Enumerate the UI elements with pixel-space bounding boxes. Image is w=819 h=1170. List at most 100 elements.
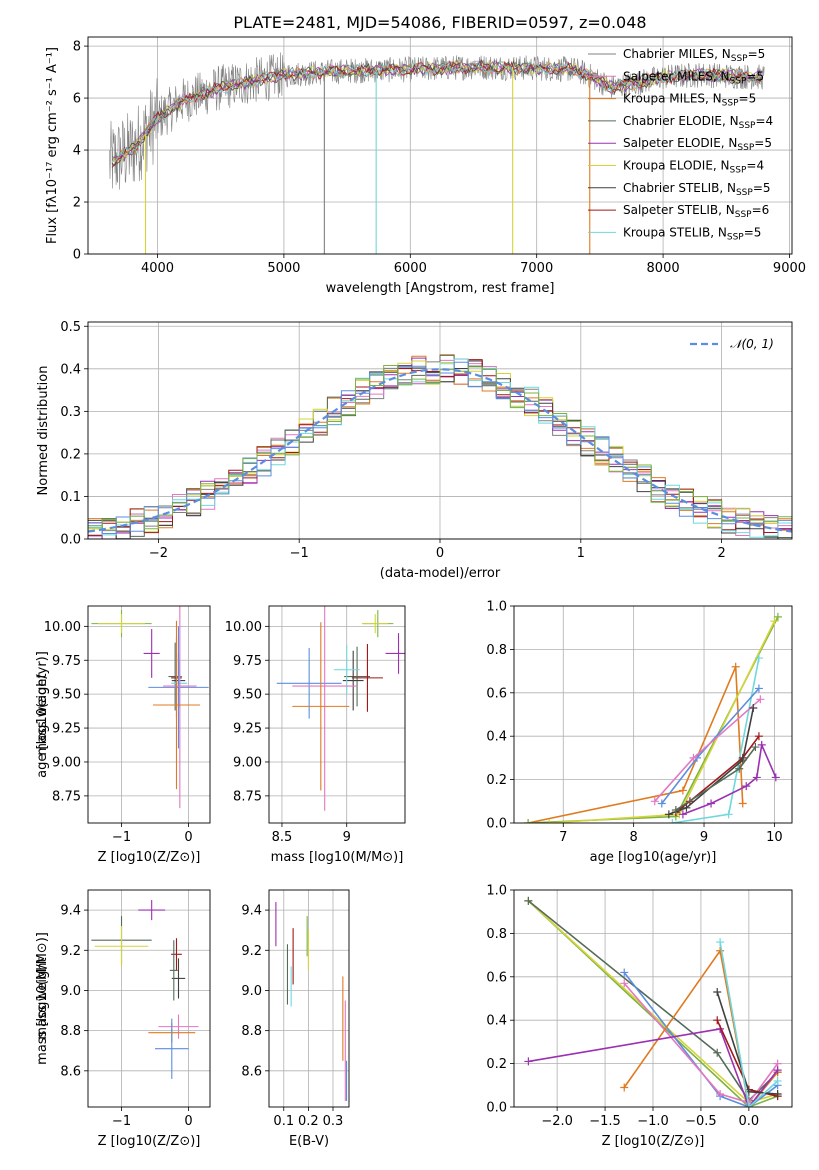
panel-spectrum: 4000 5000 6000 7000 8000 9000 0 2 4 6 8 wavelength … (45, 36, 806, 296)
series-marker (773, 1076, 782, 1085)
series-line (719, 941, 779, 1107)
errorbar-point (362, 614, 389, 634)
ytick-label: 0.2 (486, 1057, 507, 1072)
ytick-label: 0.0 (60, 533, 81, 548)
series-marker (756, 695, 765, 704)
ytick-label: 9.4 (241, 904, 262, 919)
series-marker (770, 617, 779, 626)
ytick-label: 0.1 (60, 490, 81, 505)
series-marker (524, 819, 533, 823)
ytick-label: 0.4 (486, 730, 507, 745)
axes-frame (513, 889, 793, 1108)
ytick-label: 9.50 (52, 688, 81, 703)
series-line (675, 735, 760, 813)
xlabel-mass_vs_ebv: E(B-V) (289, 1134, 329, 1149)
legend-label: Chabrier STELIB, NSSP=5 (623, 181, 771, 198)
legend-label: Salpeter STELIB, NSSP=6 (623, 203, 769, 220)
errorbar-point (163, 606, 197, 809)
panel-weight_vs_age: 7 8 9 10 0.0 0.2 0.4 0.6 0.8 1.0 age [log10(age/yr… (35, 600, 793, 865)
ytick-label: 2 (73, 196, 81, 211)
legend-label: Kroupa MILES, NSSP=5 (623, 92, 756, 109)
errorbar-point (158, 1014, 199, 1039)
legend-label: Kroupa ELODIE, NSSP=4 (623, 159, 764, 176)
plot-area-mass_vs_Z (91, 900, 199, 1079)
grid-weight_vs_age (514, 605, 792, 824)
legend-label: 𝒩(0, 1) (730, 337, 774, 351)
ytick-label: 8.8 (241, 1024, 262, 1039)
series-marker (678, 810, 687, 819)
xtick-label: 9 (700, 830, 708, 845)
axes-frame (87, 321, 793, 540)
xtick-label: 0 (184, 1114, 192, 1129)
series-marker (744, 1103, 753, 1107)
ytick-label: 9.0 (241, 984, 262, 999)
ytick-label: 9.25 (233, 722, 262, 737)
axes-frame (513, 605, 793, 824)
ytick-label: 1.0 (486, 884, 507, 899)
ytick-label: 0.0 (486, 1101, 507, 1116)
ytick-label: 0.2 (486, 773, 507, 788)
xtick-label: −2.0 (541, 1114, 573, 1129)
ytick-label: 4 (73, 144, 81, 159)
xtick-label: 9000 (773, 261, 806, 276)
legend-label: Salpeter MILES, NSSP=5 (623, 69, 764, 86)
ytick-label: 9.25 (52, 722, 81, 737)
series-marker (713, 1048, 722, 1057)
series-marker (771, 773, 780, 782)
xlabel-mass_vs_Z: Z [log10(Z/Z⊙)] (98, 1134, 201, 1149)
ytick-label: 8.6 (241, 1064, 262, 1079)
ytick-label: 0.8 (486, 643, 507, 658)
errorbar-point (171, 658, 188, 708)
panel-mass_vs_Z: −1 0 8.6 8.8 9.0 9.2 9.4 Z [log10(Z/Z⊙)] mass [l… (35, 889, 211, 1149)
xtick-label: 0.0 (739, 1114, 760, 1129)
xtick-label: 9 (343, 830, 351, 845)
series-line (528, 1028, 779, 1107)
ytick-label: 10.00 (225, 620, 262, 635)
xtick-label: 6000 (394, 261, 427, 276)
series-marker (689, 753, 698, 762)
xtick-label: 2 (717, 546, 725, 561)
spectrum-model-line (111, 60, 762, 168)
ytick-label: 9.50 (233, 688, 262, 703)
series-marker (754, 684, 763, 693)
errorbar-point (276, 648, 342, 719)
plot-area-age_vs_mass (276, 606, 405, 811)
errorbar-point (143, 629, 160, 678)
ytick-label: 6 (73, 92, 81, 107)
plot-area-mass_vs_ebv (275, 902, 348, 1101)
series-marker (754, 732, 763, 741)
ytick-label: 9.75 (52, 654, 81, 669)
errorbar-point (171, 938, 182, 971)
xtick-label: −1 (112, 830, 131, 845)
xtick-label: −1 (290, 546, 309, 561)
legend-label: Kroupa STELIB, NSSP=5 (623, 225, 761, 242)
ytick-label: 9.0 (60, 984, 81, 999)
ylabel-age_vs_Z: age [log10(age/yr)] (35, 651, 50, 778)
series-marker (713, 987, 722, 996)
series-marker (650, 797, 659, 806)
xlabel-weight_vs_Z: Z [log10(Z/Z⊙)] (602, 1134, 705, 1149)
histogram-step (88, 365, 792, 530)
series-marker (657, 799, 666, 808)
errorbar-point (351, 643, 383, 712)
ytick-label: 0.8 (486, 927, 507, 942)
spectrum-legend: Chabrier MILES, NSSP=5 Salpeter MILES, NS… (588, 47, 773, 242)
xtick-label: 0.1 (273, 1114, 294, 1129)
ytick-label: 0.6 (486, 970, 507, 985)
legend-label: Chabrier ELODIE, NSSP=4 (623, 114, 773, 131)
grid-age_vs_Z (88, 606, 210, 823)
legend-label: Salpeter ELODIE, NSSP=5 (623, 136, 772, 153)
series-marker (668, 819, 677, 823)
ytick-label: 8.75 (233, 789, 262, 804)
figure-title: PLATE=2481, MJD=54086, FIBERID=0597, z=0… (233, 13, 646, 32)
ytick-label: 8.75 (52, 789, 81, 804)
series-marker (738, 799, 747, 808)
series-marker (742, 782, 751, 791)
series-marker (524, 896, 533, 905)
xtick-label: 0.2 (298, 1114, 319, 1129)
series-line (682, 742, 777, 816)
xtick-label: 7 (559, 830, 567, 845)
xtick-label: 4000 (141, 261, 174, 276)
series-marker (664, 810, 673, 819)
plot-area-spectrum (109, 52, 765, 254)
